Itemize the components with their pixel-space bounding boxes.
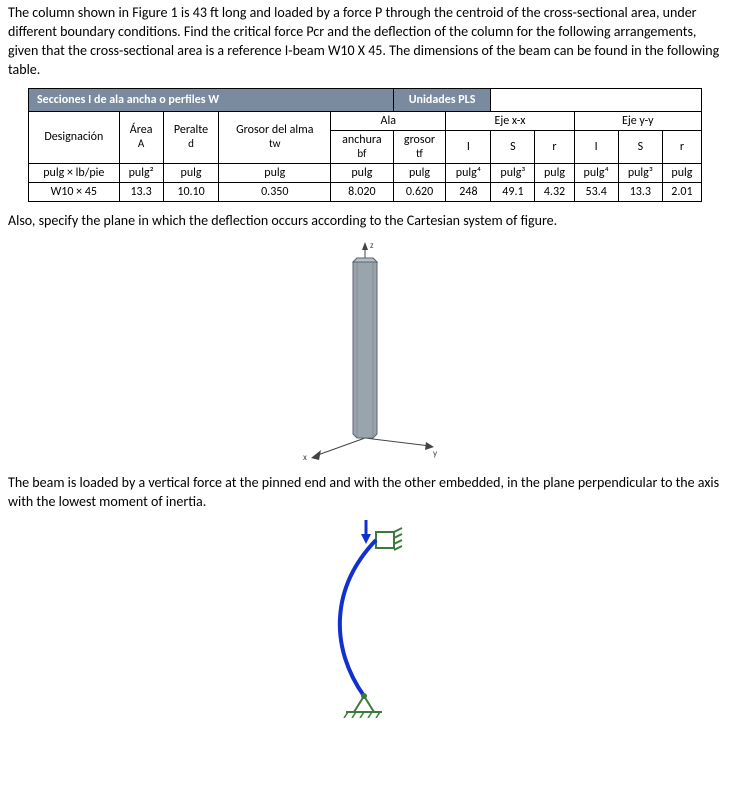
buckled-column-figure: [290, 518, 440, 718]
unit-c10: pulg³: [618, 163, 662, 182]
hdr-xx-S: S: [491, 130, 535, 163]
hdr-area-sym: A: [138, 137, 144, 150]
hdr-xx-r: r: [535, 130, 574, 163]
hdr-group-eje-yy: Eje y-y: [574, 111, 701, 130]
unit-c8: pulg: [535, 163, 574, 182]
svg-text:y: y: [433, 448, 438, 459]
data-c0: W10 × 45: [29, 182, 120, 201]
beam-properties-table-wrap: Secciones I de ala ancha o perfiles W Un…: [28, 88, 702, 202]
problem-loading-desc: The beam is loaded by a vertical force a…: [8, 474, 722, 512]
unit-c3: pulg: [219, 163, 331, 182]
table-unit-row: pulg × lb/pie pulg² pulg pulg pulg pulg …: [29, 163, 702, 182]
hdr-grosor-alma: Grosor del alma tw: [219, 111, 331, 163]
svg-text:z: z: [370, 240, 374, 251]
hdr-anchura-label: anchura: [342, 133, 381, 147]
unit-c1: pulg²: [119, 163, 163, 182]
data-c4: 8.020: [331, 182, 394, 201]
table-units-label: Unidades PLS: [393, 88, 491, 111]
data-c1: 13.3: [119, 182, 163, 201]
hdr-anchura-sym: bf: [357, 147, 366, 160]
unit-c2: pulg: [163, 163, 219, 182]
hdr-yy-I: I: [574, 130, 618, 163]
data-c6: 248: [446, 182, 491, 201]
hdr-grosor-alma-sym: tw: [269, 137, 281, 150]
hdr-xx-I: I: [446, 130, 491, 163]
data-c9: 53.4: [574, 182, 618, 201]
table-data-row: W10 × 45 13.3 10.10 0.350 8.020 0.620 24…: [29, 182, 702, 201]
data-c7: 49.1: [491, 182, 535, 201]
unit-c0: pulg × lb/pie: [29, 163, 120, 182]
table-title: Secciones I de ala ancha o perfiles W: [29, 88, 394, 111]
hdr-grosor-label: grosor: [404, 133, 435, 147]
hdr-peralte-sym: d: [188, 137, 194, 150]
hdr-area: Área A: [119, 111, 163, 163]
unit-c5: pulg: [393, 163, 446, 182]
hdr-group-ala: Ala: [331, 111, 446, 130]
data-c8: 4.32: [535, 182, 574, 201]
hdr-yy-r: r: [662, 130, 701, 163]
hdr-area-label: Área: [130, 123, 153, 137]
data-c5: 0.620: [393, 182, 446, 201]
data-c2: 10.10: [163, 182, 219, 201]
hdr-grosor: grosor tf: [393, 130, 446, 163]
problem-plane-note: Also, specify the plane in which the def…: [8, 212, 722, 231]
unit-c9: pulg⁴: [574, 163, 618, 182]
unit-c6: pulg⁴: [446, 163, 491, 182]
hdr-group-eje-xx: Eje x-x: [446, 111, 574, 130]
hdr-peralte: Peralte d: [163, 111, 219, 163]
hdr-peralte-label: Peralte: [174, 123, 208, 137]
unit-c11: pulg: [662, 163, 701, 182]
hdr-anchura: anchura bf: [331, 130, 394, 163]
hdr-yy-S: S: [618, 130, 662, 163]
unit-c4: pulg: [331, 163, 394, 182]
data-c11: 2.01: [662, 182, 701, 201]
data-c10: 13.3: [618, 182, 662, 201]
hdr-grosor-alma-label: Grosor del alma: [236, 123, 313, 137]
column-3d-figure: z y x: [285, 238, 445, 468]
hdr-grosor-sym: tf: [416, 147, 423, 160]
beam-properties-table: Secciones I de ala ancha o perfiles W Un…: [28, 88, 702, 202]
data-c3: 0.350: [219, 182, 331, 201]
unit-c7: pulg³: [491, 163, 535, 182]
svg-text:x: x: [303, 452, 307, 463]
problem-intro: The column shown in Figure 1 is 43 ft lo…: [8, 4, 722, 80]
hdr-designacion: Designación: [29, 111, 120, 163]
hdr-designacion-label: Designación: [44, 130, 103, 144]
